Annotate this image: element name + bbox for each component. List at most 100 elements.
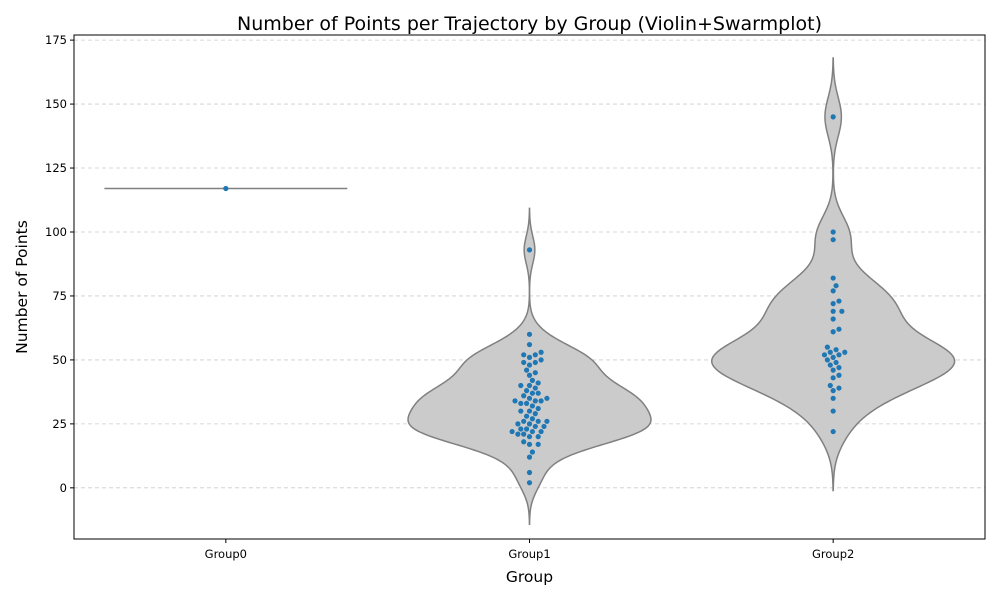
data-point — [526, 382, 533, 389]
data-point — [830, 428, 836, 435]
data-point — [824, 344, 830, 350]
y-tick-label: 25 — [52, 417, 67, 431]
data-point — [830, 288, 836, 294]
data-point — [830, 375, 836, 381]
data-point — [526, 408, 533, 414]
data-point — [836, 385, 842, 391]
data-point — [526, 341, 533, 348]
x-tick-label: Group0 — [205, 547, 247, 561]
data-point — [526, 247, 533, 253]
data-point — [532, 423, 538, 430]
data-point — [521, 439, 527, 445]
y-tick-label: 100 — [45, 225, 67, 239]
data-point — [526, 454, 533, 460]
data-point — [521, 418, 527, 424]
data-point — [839, 308, 845, 314]
x-axis-title: Group — [506, 568, 553, 586]
data-point — [833, 359, 839, 366]
y-tick-label: 150 — [45, 97, 67, 111]
data-point — [836, 352, 842, 358]
data-point — [532, 352, 538, 358]
data-point — [518, 382, 524, 389]
data-point — [830, 229, 836, 235]
chart-title: Number of Points per Trajectory by Group… — [237, 13, 822, 35]
data-point — [830, 237, 836, 243]
data-point — [524, 388, 530, 394]
data-point — [836, 326, 842, 332]
data-point — [830, 395, 836, 401]
data-point — [532, 370, 538, 376]
x-tick-label: Group1 — [508, 547, 550, 561]
data-point — [538, 398, 544, 404]
y-tick-label: 0 — [60, 481, 67, 495]
data-point — [515, 431, 521, 437]
y-tick-label: 175 — [45, 33, 67, 47]
y-tick-label: 125 — [45, 161, 67, 175]
violin-Group2 — [710, 57, 956, 492]
data-point — [824, 357, 830, 363]
data-point — [526, 441, 533, 447]
data-point — [521, 352, 527, 358]
data-point — [830, 354, 836, 360]
data-point — [524, 426, 530, 432]
data-point — [827, 362, 833, 368]
data-point — [830, 316, 836, 322]
data-point — [538, 428, 544, 435]
y-tick-label: 75 — [52, 289, 67, 303]
data-point — [518, 400, 524, 407]
data-point — [518, 408, 524, 414]
data-point — [529, 390, 536, 396]
data-point — [836, 372, 842, 378]
data-point — [538, 349, 544, 355]
data-point — [515, 421, 521, 427]
data-point — [526, 421, 533, 427]
data-point — [526, 480, 533, 486]
data-point — [223, 185, 229, 192]
data-point — [529, 377, 536, 383]
data-point — [526, 395, 533, 401]
data-point — [538, 357, 544, 363]
data-point — [830, 308, 836, 314]
data-point — [521, 393, 527, 399]
data-point — [544, 395, 550, 401]
data-point — [518, 426, 524, 432]
data-point — [830, 114, 836, 120]
data-point — [827, 349, 833, 355]
data-point — [529, 449, 536, 455]
data-point — [544, 418, 550, 424]
data-point — [830, 275, 836, 281]
data-point — [524, 367, 530, 373]
y-tick-label: 50 — [52, 353, 67, 367]
y-axis-title: Number of Points — [13, 220, 31, 354]
data-point — [529, 428, 536, 435]
data-point — [535, 434, 541, 440]
data-point — [529, 416, 536, 422]
data-point — [529, 403, 536, 409]
data-point — [836, 364, 842, 371]
x-tick-label: Group2 — [812, 547, 854, 561]
data-point — [524, 400, 530, 407]
data-point — [524, 413, 530, 419]
data-point — [521, 431, 527, 437]
data-point — [526, 372, 533, 378]
data-point — [535, 380, 541, 386]
violins — [104, 57, 956, 525]
data-point — [827, 382, 833, 389]
data-point — [830, 301, 836, 307]
data-point — [535, 441, 541, 447]
data-point — [535, 418, 541, 424]
data-point — [830, 388, 836, 394]
data-point — [509, 428, 515, 435]
data-point — [526, 469, 533, 476]
data-point — [830, 408, 836, 414]
data-point — [535, 405, 541, 412]
data-point — [512, 398, 518, 404]
data-point — [842, 349, 848, 355]
data-point — [532, 411, 538, 417]
data-point — [830, 329, 836, 335]
data-point — [836, 298, 842, 304]
data-point — [833, 347, 839, 353]
y-axis-ticks: 0 25 50 75 100 125 150 175 — [45, 33, 74, 495]
data-point — [535, 390, 541, 396]
